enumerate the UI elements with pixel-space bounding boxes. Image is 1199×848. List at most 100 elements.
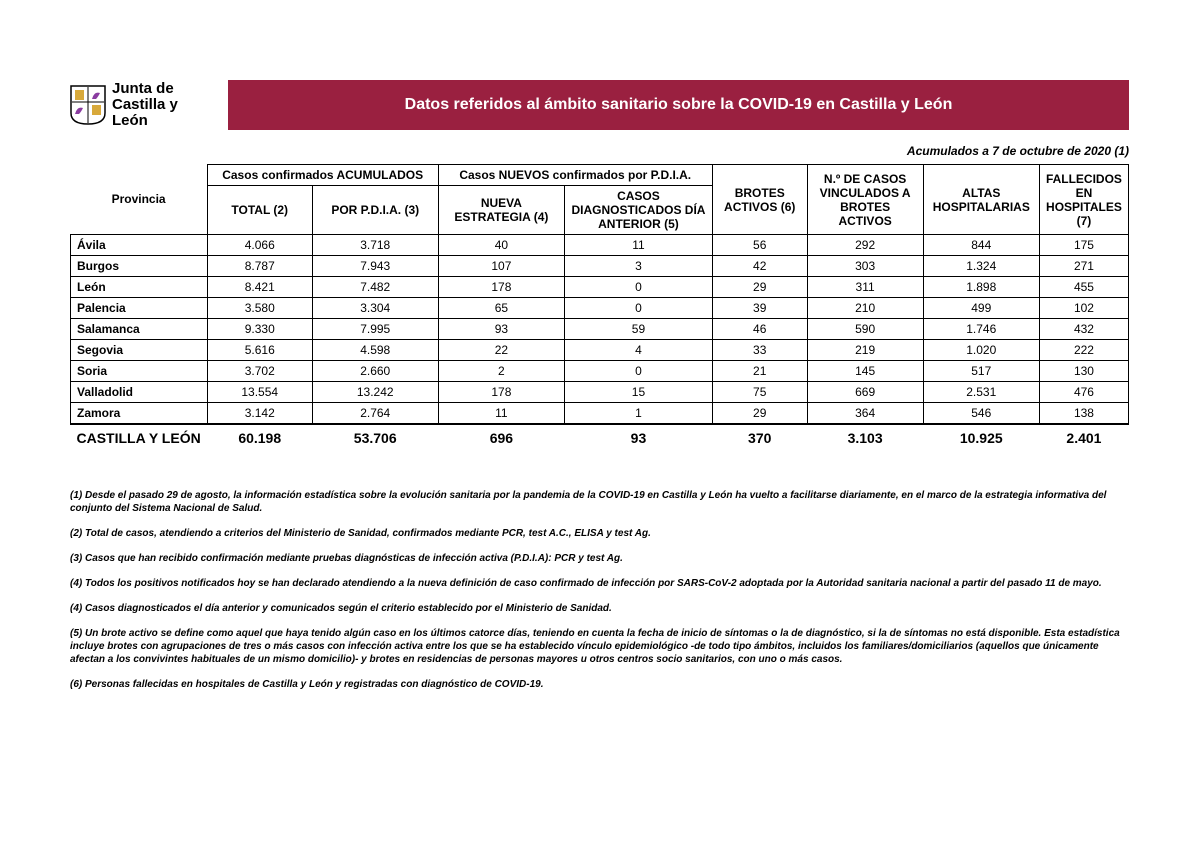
cell: 1	[565, 403, 713, 425]
table-row: Salamanca9.3307.9959359465901.746432	[71, 319, 1129, 340]
cell: 46	[712, 319, 807, 340]
cell: 1.746	[923, 319, 1039, 340]
cell: 4.598	[312, 340, 438, 361]
col-dia-anterior: CASOS DIAGNOSTICADOS DÍA ANTERIOR (5)	[565, 186, 713, 235]
footnote: (3) Casos que han recibido confirmación …	[70, 552, 1129, 565]
table-body: Ávila4.0663.718401156292844175Burgos8.78…	[71, 235, 1129, 450]
cell: 0	[565, 298, 713, 319]
cell: 2	[438, 361, 564, 382]
cell: 364	[807, 403, 923, 425]
total-cell: 10.925	[923, 424, 1039, 449]
cell: 42	[712, 256, 807, 277]
total-cell: 370	[712, 424, 807, 449]
cell: 3.142	[207, 403, 312, 425]
cell: 1.324	[923, 256, 1039, 277]
cell: 7.482	[312, 277, 438, 298]
footnote: (1) Desde el pasado 29 de agosto, la inf…	[70, 489, 1129, 515]
cell: 33	[712, 340, 807, 361]
cell: 107	[438, 256, 564, 277]
cell: 3.580	[207, 298, 312, 319]
cell: 175	[1039, 235, 1128, 256]
col-total: TOTAL (2)	[207, 186, 312, 235]
cell: 59	[565, 319, 713, 340]
cell: 75	[712, 382, 807, 403]
org-line1: Junta de	[112, 80, 174, 97]
footnote: (5) Un brote activo se define como aquel…	[70, 627, 1129, 666]
cell: 303	[807, 256, 923, 277]
cell: 178	[438, 382, 564, 403]
cell: 0	[565, 277, 713, 298]
cell: 7.995	[312, 319, 438, 340]
col-altas: ALTAS HOSPITALARIAS	[923, 165, 1039, 235]
cell: 65	[438, 298, 564, 319]
cell: Salamanca	[71, 319, 208, 340]
col-vinculados: N.º DE CASOS VINCULADOS A BROTES ACTIVOS	[807, 165, 923, 235]
cell: 292	[807, 235, 923, 256]
table-row: Valladolid13.55413.24217815756692.531476	[71, 382, 1129, 403]
cell: 1.898	[923, 277, 1039, 298]
cell: 39	[712, 298, 807, 319]
cell: 3.702	[207, 361, 312, 382]
date-line: Acumulados a 7 de octubre de 2020 (1)	[70, 144, 1129, 158]
total-cell: CASTILLA Y LEÓN	[71, 424, 208, 449]
cell: 1.020	[923, 340, 1039, 361]
cell: 455	[1039, 277, 1128, 298]
cell: 145	[807, 361, 923, 382]
col-brotes: BROTES ACTIVOS (6)	[712, 165, 807, 235]
table-head: Provincia Casos confirmados ACUMULADOS C…	[71, 165, 1129, 235]
cell: 8.421	[207, 277, 312, 298]
cell: 3.718	[312, 235, 438, 256]
cell: Segovia	[71, 340, 208, 361]
cell: Palencia	[71, 298, 208, 319]
cell: 3	[565, 256, 713, 277]
footnote: (6) Personas fallecidas en hospitales de…	[70, 678, 1129, 691]
cell: 8.787	[207, 256, 312, 277]
col-fallecidos: FALLECIDOS EN HOSPITALES (7)	[1039, 165, 1128, 235]
cell: Ávila	[71, 235, 208, 256]
footnote: (4) Todos los positivos notificados hoy …	[70, 577, 1129, 590]
cell: 7.943	[312, 256, 438, 277]
cell: 2.764	[312, 403, 438, 425]
table-row: Soria3.7022.6602021145517130	[71, 361, 1129, 382]
cell: 11	[438, 403, 564, 425]
total-cell: 53.706	[312, 424, 438, 449]
total-row: CASTILLA Y LEÓN60.19853.706696933703.103…	[71, 424, 1129, 449]
total-cell: 93	[565, 424, 713, 449]
cell: Soria	[71, 361, 208, 382]
cell: 22	[438, 340, 564, 361]
cell: 0	[565, 361, 713, 382]
table-row: León8.4217.4821780293111.898455	[71, 277, 1129, 298]
org-name: Junta de Castilla y León	[112, 81, 210, 128]
cell: 29	[712, 277, 807, 298]
cell: 432	[1039, 319, 1128, 340]
cell: 210	[807, 298, 923, 319]
table-row: Ávila4.0663.718401156292844175	[71, 235, 1129, 256]
cell: 13.242	[312, 382, 438, 403]
cell: 15	[565, 382, 713, 403]
org-line2: Castilla y León	[112, 96, 178, 129]
crest-icon	[70, 85, 106, 125]
cell: 9.330	[207, 319, 312, 340]
cell: 2.660	[312, 361, 438, 382]
total-cell: 2.401	[1039, 424, 1128, 449]
grp-acumulados: Casos confirmados ACUMULADOS	[207, 165, 438, 186]
total-cell: 696	[438, 424, 564, 449]
col-nueva-estrategia: NUEVA ESTRATEGIA (4)	[438, 186, 564, 235]
cell: 29	[712, 403, 807, 425]
table-row: Burgos8.7877.9431073423031.324271	[71, 256, 1129, 277]
cell: 138	[1039, 403, 1128, 425]
total-cell: 60.198	[207, 424, 312, 449]
cell: 517	[923, 361, 1039, 382]
cell: 590	[807, 319, 923, 340]
footnotes: (1) Desde el pasado 29 de agosto, la inf…	[70, 489, 1129, 691]
cell: 669	[807, 382, 923, 403]
cell: 222	[1039, 340, 1128, 361]
col-provincia: Provincia	[71, 165, 208, 235]
page: Junta de Castilla y León Datos referidos…	[0, 0, 1199, 743]
cell: 4.066	[207, 235, 312, 256]
grp-nuevos: Casos NUEVOS confirmados por P.D.I.A.	[438, 165, 712, 186]
cell: 56	[712, 235, 807, 256]
page-title: Datos referidos al ámbito sanitario sobr…	[228, 80, 1129, 130]
cell: 271	[1039, 256, 1128, 277]
cell: Zamora	[71, 403, 208, 425]
